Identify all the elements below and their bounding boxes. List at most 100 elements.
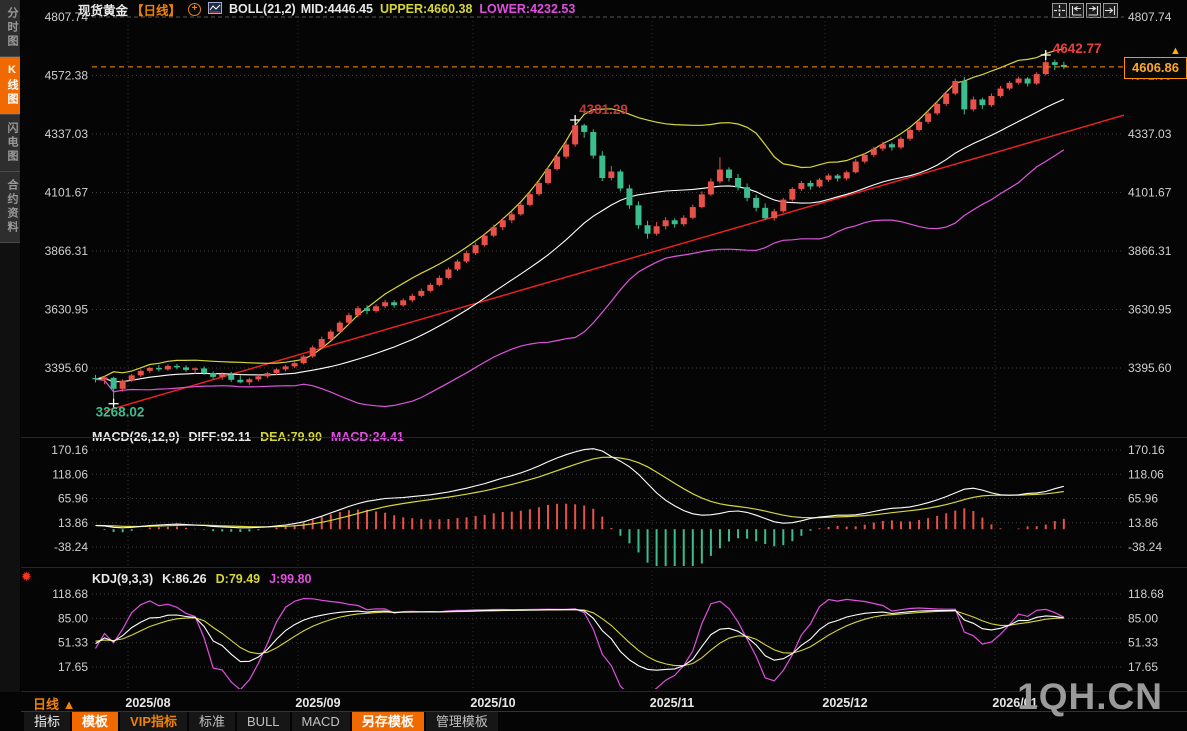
axis-label: 4807.74	[1128, 10, 1172, 24]
axis-label: 4807.74	[45, 10, 89, 24]
toolbar-item-1[interactable]: 模板	[72, 712, 119, 731]
toolbar-item-6[interactable]: 另存模板	[351, 712, 424, 731]
axis-label: 118.06	[1128, 467, 1164, 481]
axis-label: 65.96	[58, 492, 88, 506]
axis-label: 17.65	[1128, 660, 1158, 674]
toolbar-item-0[interactable]: 指标	[24, 712, 71, 731]
boll-mid-line	[95, 98, 1065, 383]
macd-panel	[95, 448, 1065, 566]
panel-divider	[21, 567, 1187, 568]
axis-label: 13.86	[1128, 516, 1158, 530]
boll-mid-value: MID:4446.45	[300, 2, 373, 16]
axis-label: 118.68	[52, 587, 88, 601]
axis-label: 51.33	[1128, 636, 1158, 650]
sidebar-item-2[interactable]: 闪电图	[0, 115, 20, 172]
kdj-title: KDJ(9,3,3)	[92, 572, 154, 586]
axis-label: 170.16	[51, 443, 88, 457]
kdj-header: KDJ(9,3,3) K:86.26 D:79.49 J:99.80	[92, 572, 312, 586]
red-sun-icon: ✹	[21, 569, 32, 584]
axis-label: -38.24	[54, 540, 88, 554]
axis-label: 85.00	[1128, 611, 1158, 625]
text-labels: 4642.77 4381.29 3268.02 4807.74 4807.74 4572.…	[45, 10, 1172, 710]
peak-price-annotation: 4381.29	[579, 102, 628, 117]
date-axis-label: 2025/12	[822, 696, 867, 710]
gridlines	[92, 16, 1124, 688]
symbol-title: 现货黄金	[78, 3, 129, 18]
sidebar-item-0[interactable]: 分时图	[0, 0, 20, 57]
date-axis-label: 2025/08	[125, 696, 170, 710]
axis-label: -38.24	[1128, 540, 1162, 554]
axis-label: 170.16	[1128, 443, 1165, 457]
kdj-k-value: K:86.26	[162, 572, 207, 586]
period-selector-label: 日线	[33, 697, 60, 712]
indicator-chart-icon[interactable]	[208, 1, 223, 17]
j-line	[94, 597, 1065, 689]
toolbar-item-5[interactable]: MACD	[291, 712, 350, 731]
price-markers	[108, 50, 1051, 409]
axis-label: 3395.60	[1128, 361, 1172, 375]
last-price-value: 4606.86	[1132, 60, 1179, 76]
axis-label: 3866.31	[45, 244, 89, 258]
date-axis-label: 2025/11	[650, 696, 695, 710]
chart-type-sidebar: 分时图 K线图 闪电图 合约资料	[0, 0, 21, 692]
candles-layer	[92, 58, 1067, 400]
period-selector[interactable]: 日线 ▲	[33, 694, 76, 713]
k-line	[95, 608, 1064, 671]
panel-divider	[21, 437, 1187, 438]
boll-lower-line	[95, 149, 1065, 408]
date-axis-label: 2025/10	[470, 696, 515, 710]
trend-line	[104, 114, 1124, 412]
boll-lower-value: LOWER:4232.53	[479, 2, 576, 16]
sidebar-item-3[interactable]: 合约资料	[0, 172, 20, 243]
axis-label: 3395.60	[45, 361, 89, 375]
axis-label: 17.65	[58, 660, 88, 674]
axis-label: 118.06	[52, 467, 88, 481]
low-price-annotation: 3268.02	[96, 405, 145, 420]
template-toolbar: 指标 模板 VIP指标 标准 BULL MACD 另存模板 管理模板	[24, 712, 498, 731]
axis-label: 85.00	[58, 611, 88, 625]
axis-label: 4337.03	[45, 127, 89, 141]
date-axis-label: 2025/09	[295, 696, 340, 710]
kdj-j-value: J:99.80	[269, 572, 312, 586]
toolbar-divider	[21, 711, 1187, 712]
axis-label: 4337.03	[1128, 127, 1172, 141]
boll-title: BOLL(21,2)	[229, 2, 296, 16]
boll-upper-line	[95, 48, 1064, 380]
compress-left-icon[interactable]	[1069, 3, 1084, 18]
main-price-panel	[95, 48, 1124, 412]
axis-label: 3630.95	[45, 303, 89, 317]
price-up-arrow-icon: ▲	[1170, 44, 1181, 57]
toolbar-item-4[interactable]: BULL	[237, 712, 290, 731]
axis-label: 13.86	[58, 516, 88, 530]
add-favorite-icon[interactable]: +	[188, 2, 202, 16]
high-price-annotation: 4642.77	[1053, 41, 1102, 56]
site-watermark: 1QH.CN	[1017, 676, 1163, 717]
kdj-d-value: D:79.49	[215, 572, 261, 586]
axis-label: 3630.95	[1128, 303, 1172, 317]
toolbar-item-3[interactable]: 标准	[189, 712, 236, 731]
axis-label: 118.68	[1128, 587, 1164, 601]
toolbar-item-2[interactable]: VIP指标	[120, 712, 187, 731]
axis-label: 4572.38	[45, 69, 89, 83]
last-price-box: 4606.86	[1124, 56, 1187, 79]
period-selector-arrow-icon: ▲	[62, 697, 76, 712]
compress-right-icon[interactable]	[1086, 3, 1101, 18]
macd-header: MACD(26,12,9) DIFF:92.11 DEA:79.90 MACD:…	[92, 430, 404, 444]
chart-header: 现货黄金 【日线】 + BOLL(21,2) MID:4446.45 UPPER…	[78, 1, 576, 18]
boll-upper-value: UPPER:4660.38	[379, 2, 473, 16]
axis-label: 4101.67	[1128, 186, 1172, 200]
axis-label: 4101.67	[45, 186, 89, 200]
kdj-panel	[94, 597, 1065, 689]
dea-line	[95, 456, 1064, 528]
diff-line	[95, 448, 1064, 529]
sidebar-item-1[interactable]: K线图	[0, 57, 20, 115]
date-axis-label: 2026/01	[992, 696, 1037, 710]
toolbar-item-7[interactable]: 管理模板	[425, 712, 498, 731]
period-tag: 【日线】	[131, 3, 182, 18]
axis-label: 51.33	[58, 636, 88, 650]
axis-label: 3866.31	[1128, 244, 1172, 258]
axis-label: 65.96	[1128, 492, 1158, 506]
panel-divider	[21, 691, 1187, 692]
